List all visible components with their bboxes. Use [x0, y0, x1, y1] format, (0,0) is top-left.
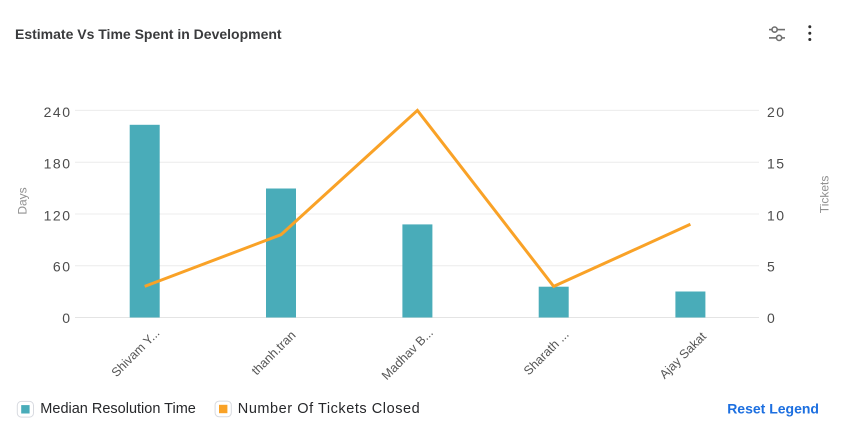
svg-text:240: 240 — [44, 104, 72, 120]
svg-text:Number Of Tickets Closed: Number Of Tickets Closed — [238, 401, 420, 417]
svg-text:Days: Days — [15, 187, 29, 214]
svg-text:10: 10 — [767, 208, 786, 224]
svg-text:Median Resolution Time: Median Resolution Time — [40, 401, 196, 417]
svg-text:Reset Legend: Reset Legend — [727, 401, 819, 417]
svg-text:Estimate Vs Time Spent in Deve: Estimate Vs Time Spent in Development — [15, 26, 282, 42]
svg-text:60: 60 — [53, 258, 72, 274]
svg-text:180: 180 — [44, 156, 72, 172]
svg-text:Tickets: Tickets — [818, 176, 832, 214]
svg-text:20: 20 — [767, 104, 786, 120]
svg-text:5: 5 — [767, 258, 776, 274]
svg-text:0: 0 — [62, 310, 71, 326]
svg-text:0: 0 — [767, 310, 776, 326]
svg-text:15: 15 — [767, 156, 786, 172]
svg-text:120: 120 — [44, 208, 72, 224]
